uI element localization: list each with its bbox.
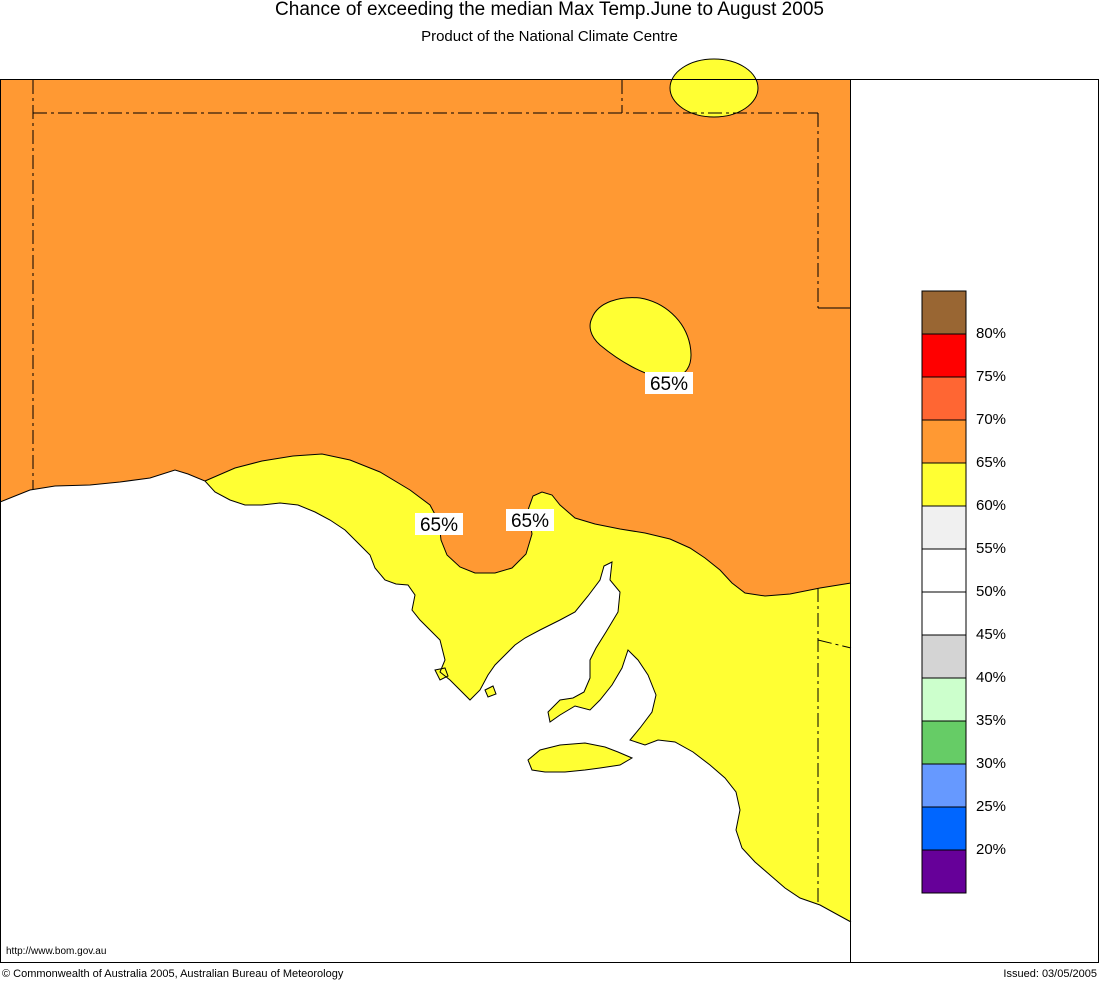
contour-label-text: 65%	[650, 374, 688, 395]
legend-label: 60%	[976, 497, 1007, 514]
legend-label: 50%	[976, 583, 1007, 600]
legend-swatch	[921, 720, 967, 765]
contour-label-text: 65%	[420, 515, 458, 536]
map-title: Chance of exceeding the median Max Temp.…	[275, 0, 824, 20]
legend-swatch	[921, 462, 967, 507]
legend-label: 40%	[976, 669, 1007, 686]
region-above-65	[0, 80, 851, 596]
legend-swatch	[921, 634, 967, 679]
island-small	[484, 685, 497, 698]
legend-swatch	[921, 763, 967, 808]
legend-label: 35%	[976, 712, 1007, 729]
legend-swatch	[921, 677, 967, 722]
legend-label: 25%	[976, 798, 1007, 815]
legend-swatch	[921, 290, 967, 335]
legend-swatch	[921, 376, 967, 421]
region-60-to-65	[205, 454, 851, 922]
source-url: http://www.bom.gov.au	[6, 946, 107, 957]
region-60-to-65-central	[589, 297, 692, 379]
kangaroo-island	[527, 742, 634, 773]
legend-label: 70%	[976, 411, 1007, 428]
contour-label: 65%	[645, 372, 693, 395]
contour-label-text: 65%	[511, 511, 549, 532]
legend-swatch	[921, 806, 967, 851]
legend-label: 45%	[976, 626, 1007, 643]
contour-label: 65%	[415, 513, 463, 536]
legend-label: 20%	[976, 841, 1007, 858]
legend-label: 55%	[976, 540, 1007, 557]
legend-panel-border	[850, 79, 1099, 963]
legend-label: 30%	[976, 755, 1007, 772]
legend-label: 65%	[976, 454, 1007, 471]
legend-label: 75%	[976, 368, 1007, 385]
legend-swatch	[921, 505, 967, 550]
legend-swatch	[921, 849, 967, 894]
legend-colorbar	[921, 290, 967, 894]
legend-swatch	[921, 548, 967, 593]
coastline	[0, 469, 852, 923]
legend-swatch	[921, 591, 967, 636]
legend-label: 80%	[976, 325, 1007, 342]
state-borders	[32, 80, 852, 905]
legend-swatch	[921, 333, 967, 378]
issued-date: Issued: 03/05/2005	[1003, 968, 1097, 980]
legend-swatch	[921, 419, 967, 464]
contour-label: 65%	[506, 509, 554, 532]
copyright-notice: © Commonwealth of Australia 2005, Austra…	[2, 968, 344, 980]
region-60-to-65-north	[669, 58, 759, 118]
map-subtitle: Product of the National Climate Centre	[421, 28, 678, 45]
